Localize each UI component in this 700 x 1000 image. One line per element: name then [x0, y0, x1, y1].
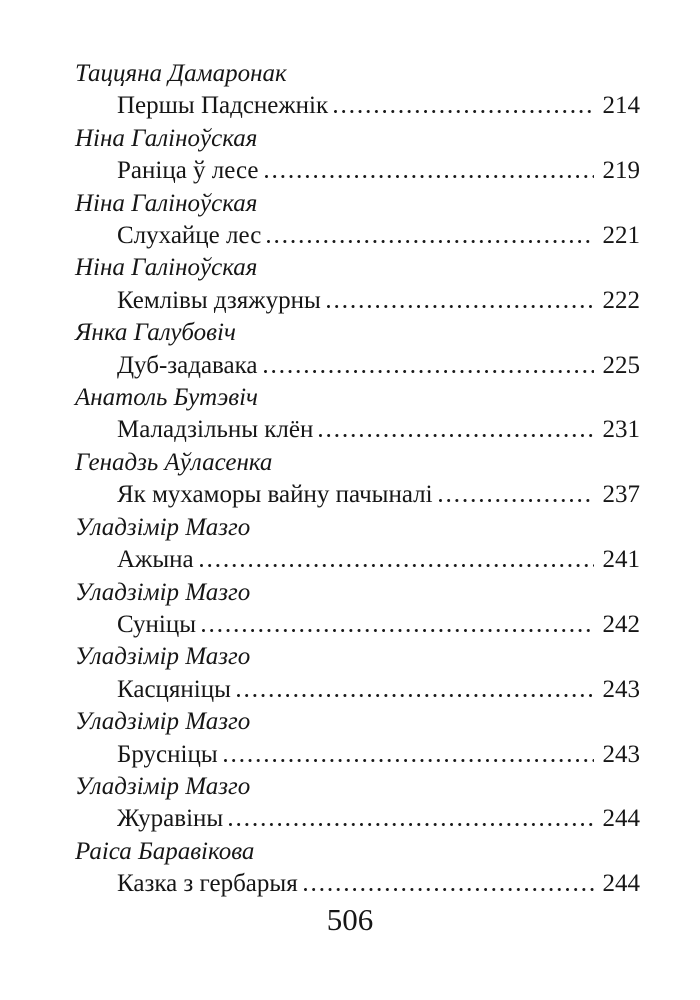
- toc-entry: Янка Галубовіч Дуб-задавака 225: [75, 317, 640, 382]
- toc-title: Раніца ў лесе: [117, 157, 259, 185]
- toc-title: Касцяніцы: [117, 675, 231, 703]
- toc-title-line: Слухайце лес 221: [75, 220, 640, 252]
- toc-entry: Уладзімір Мазго Касцяніцы 243: [75, 641, 640, 706]
- author-name: Генадзь Аўласенка: [75, 448, 273, 476]
- toc-entry: Уладзімір Мазго Ажына 241: [75, 512, 640, 577]
- toc-title-line: Раніца ў лесе 219: [75, 155, 640, 187]
- toc-title-line: Суніцы 242: [75, 609, 640, 641]
- toc-title: Слухайце лес: [117, 222, 262, 250]
- toc-title-line: Маладзільны клён 231: [75, 414, 640, 446]
- toc-title-line: Казка з гербарыя 244: [75, 868, 640, 900]
- dot-leader: [267, 240, 594, 244]
- toc-title: Як мухаморы вайну пачыналі: [117, 481, 433, 509]
- toc-title: Суніцы: [117, 610, 197, 638]
- page-number: 231: [602, 416, 641, 444]
- toc-entry: Генадзь Аўласенка Як мухаморы вайну пачы…: [75, 447, 640, 512]
- author-name: Раіса Баравікова: [75, 837, 255, 865]
- dot-leader: [438, 499, 594, 503]
- page-number: 241: [602, 546, 641, 574]
- toc-title: Маладзільны клён: [117, 416, 314, 444]
- dot-leader: [334, 110, 594, 114]
- author-name: Ніна Галіноўская: [75, 124, 258, 152]
- toc-entry: Анатоль Бутэвіч Маладзільны клён 231: [75, 382, 640, 447]
- page-number: 243: [602, 740, 641, 768]
- author-name: Уладзімір Мазго: [75, 643, 251, 671]
- toc-list: Таццяна Дамаронак Першы Падснежнік 214 Н…: [75, 58, 640, 901]
- dot-leader: [229, 823, 594, 827]
- dot-leader: [263, 369, 594, 373]
- dot-leader: [264, 175, 594, 179]
- dot-leader: [303, 888, 594, 892]
- toc-title: Журавіны: [117, 805, 224, 833]
- toc-title: Ажына: [117, 546, 194, 574]
- dot-leader: [326, 304, 594, 308]
- page-number: 219: [602, 157, 641, 185]
- author-name: Ніна Галіноўская: [75, 254, 258, 282]
- page-number: 243: [602, 675, 641, 703]
- toc-title-line: Касцяніцы 243: [75, 674, 640, 706]
- toc-title: Першы Падснежнік: [117, 92, 329, 120]
- toc-title: Кемлівы дзяжурны: [117, 286, 321, 314]
- toc-entry: Уладзімір Мазго Брусніцы 243: [75, 706, 640, 771]
- page-number: 221: [602, 222, 641, 250]
- toc-title-line: Дуб-задавака 225: [75, 350, 640, 382]
- author-name: Уладзімір Мазго: [75, 708, 251, 736]
- page-number: 225: [602, 351, 641, 379]
- author-name: Анатоль Бутэвіч: [75, 384, 258, 412]
- toc-title-line: Журавіны 244: [75, 803, 640, 835]
- author-name: Уладзімір Мазго: [75, 578, 251, 606]
- dot-leader: [199, 564, 594, 568]
- toc-entry: Уладзімір Мазго Суніцы 242: [75, 577, 640, 642]
- author-name: Ніна Галіноўская: [75, 189, 258, 217]
- toc-entry: Ніна Галіноўская Кемлівы дзяжурны 222: [75, 252, 640, 317]
- dot-leader: [236, 693, 594, 697]
- toc-title: Брусніцы: [117, 740, 218, 768]
- author-name: Таццяна Дамаронак: [75, 60, 287, 87]
- author-name: Уладзімір Мазго: [75, 772, 251, 800]
- toc-entry: Раіса Баравікова Казка з гербарыя 244: [75, 836, 640, 901]
- toc-title-line: Кемлівы дзяжурны 222: [75, 285, 640, 317]
- author-name: Уладзімір Мазго: [75, 513, 251, 541]
- page-number: 214: [602, 92, 641, 120]
- toc-title-line: Першы Падснежнік 214: [75, 90, 640, 122]
- dot-leader: [202, 628, 594, 632]
- toc-entry: Уладзімір Мазго Журавіны 244: [75, 771, 640, 836]
- toc-title: Дуб-задавака: [117, 351, 258, 379]
- author-name: Янка Галубовіч: [75, 319, 236, 347]
- toc-title-line: Брусніцы 243: [75, 739, 640, 771]
- dot-leader: [319, 434, 594, 438]
- toc-title-line: Як мухаморы вайну пачыналі 237: [75, 479, 640, 511]
- page-number: 244: [602, 805, 641, 833]
- dot-leader: [223, 758, 594, 762]
- page-number: 242: [602, 610, 641, 638]
- page-number: 237: [602, 481, 641, 509]
- toc-entry: Ніна Галіноўская Раніца ў лесе 219: [75, 123, 640, 188]
- page-number: 244: [602, 870, 641, 898]
- toc-entry: Таццяна Дамаронак Першы Падснежнік 214: [75, 58, 640, 123]
- folio-page-number: 506: [326, 902, 374, 937]
- toc-title-line: Ажына 241: [75, 544, 640, 576]
- toc-entry: Ніна Галіноўская Слухайце лес 221: [75, 188, 640, 253]
- page-number: 222: [602, 286, 641, 314]
- toc-title: Казка з гербарыя: [117, 870, 298, 898]
